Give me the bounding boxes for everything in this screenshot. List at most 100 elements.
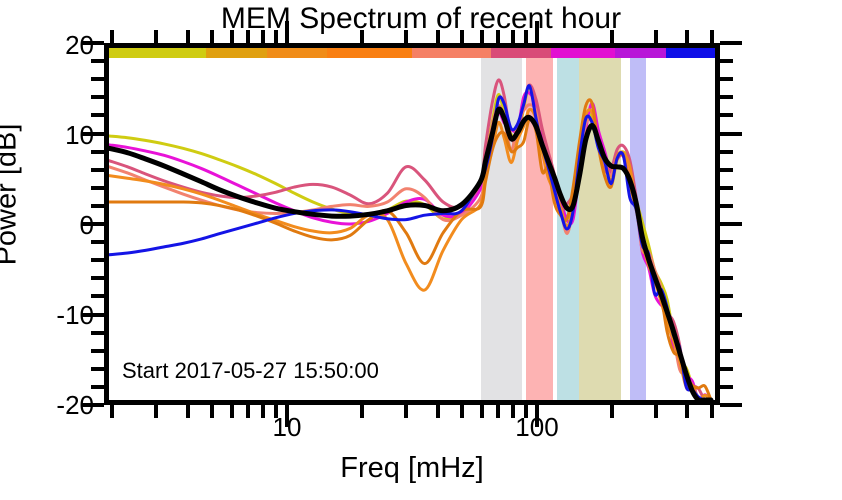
y-tick-right--14 [720, 348, 733, 353]
y-tick-2 [91, 203, 104, 208]
plot-inner [109, 48, 715, 400]
x-tick-top-40 [435, 30, 440, 43]
x-tick-top-6 [229, 30, 234, 43]
x-tick-5 [209, 405, 214, 418]
y-tick-right--12 [720, 330, 733, 335]
x-tick-top-5 [209, 30, 214, 43]
x-tick-top-50 [459, 30, 464, 43]
seg-orange [266, 48, 328, 58]
y-tick-right-12 [720, 113, 733, 118]
y-tick-label-neg10: -10 [56, 300, 94, 330]
y-tick-8 [91, 149, 104, 154]
y-tick--20 [82, 403, 104, 407]
seg-olive [109, 48, 206, 58]
x-tick-top-8 [260, 30, 265, 43]
x-tick-4 [185, 405, 190, 418]
y-tick-right-6 [720, 167, 733, 172]
y-tick-right--8 [720, 294, 733, 299]
x-tick-6 [229, 405, 234, 418]
x-tick-30 [404, 405, 409, 418]
x-tick-60 [479, 405, 484, 418]
band-pink [525, 48, 554, 400]
y-tick--2 [91, 240, 104, 245]
y-tick--4 [91, 258, 104, 263]
seg-magenta [551, 48, 615, 58]
y-tick-label-neg20: -20 [56, 390, 94, 420]
spectrum-curves [109, 78, 714, 400]
y-tick-4 [91, 185, 104, 190]
x-tick-top-500 [709, 30, 714, 43]
y-tick-right--4 [720, 258, 733, 263]
y-tick-14 [91, 95, 104, 100]
x-tick-top-90 [523, 30, 528, 43]
y-tick--18 [91, 384, 104, 389]
x-tick-top-4 [185, 30, 190, 43]
y-tick-16 [91, 77, 104, 82]
y-tick-right-14 [720, 95, 733, 100]
x-tick-top-2 [110, 30, 115, 43]
x-tick-8 [260, 405, 265, 418]
x-tick-400 [685, 405, 690, 418]
x-tick-40 [435, 405, 440, 418]
x-tick-top-9 [273, 30, 278, 43]
x-tick-80 [510, 405, 515, 418]
y-tick-right--10 [720, 312, 742, 317]
y-tick-right--6 [720, 276, 733, 281]
curve-station-olive [109, 85, 713, 400]
y-tick--10 [82, 312, 104, 317]
x-tick-top-30 [404, 30, 409, 43]
y-tick-12 [91, 113, 104, 118]
curve-mean [109, 106, 714, 400]
y-tick-right-10 [720, 131, 742, 136]
seg-yellow-orange [205, 48, 267, 58]
page-title: MEM Spectrum of recent hour [220, 2, 622, 35]
x-tick-2 [110, 405, 115, 418]
x-tick-top-200 [610, 30, 615, 43]
y-tick-right-20 [720, 41, 742, 45]
seg-orange-bright [327, 48, 412, 58]
y-tick-right-8 [720, 149, 733, 154]
x-tick-top-100 [534, 21, 539, 43]
y-tick--16 [91, 366, 104, 371]
x-tick-top-60 [479, 30, 484, 43]
x-tick-50 [459, 405, 464, 418]
y-tick--8 [91, 294, 104, 299]
y-tick-right--16 [720, 366, 733, 371]
x-tick-10 [285, 405, 290, 427]
x-tick-20 [360, 405, 365, 418]
x-tick-300 [654, 405, 659, 418]
y-tick-label-0: 0 [0, 210, 94, 241]
y-tick--12 [91, 330, 104, 335]
seg-purple [614, 48, 667, 58]
x-tick-200 [610, 405, 615, 418]
y-tick--14 [91, 348, 104, 353]
x-tick-500 [709, 405, 714, 418]
x-tick-70 [496, 405, 501, 418]
x-tick-top-300 [654, 30, 659, 43]
y-tick-right--18 [720, 384, 733, 389]
y-tick-6 [91, 167, 104, 172]
y-tick-label-20: 20 [65, 30, 94, 60]
y-tick-right--20 [720, 403, 742, 407]
x-tick-top-400 [685, 30, 690, 43]
seg-blue [666, 48, 715, 58]
x-tick-top-7 [246, 30, 251, 43]
y-tick-18 [91, 59, 104, 64]
curve-station-salmon [109, 103, 713, 400]
x-tick-top-10 [285, 21, 290, 43]
seg-rose [490, 48, 552, 58]
y-tick-right-16 [720, 77, 733, 82]
x-tick-90 [523, 405, 528, 418]
start-time-annotation: Start 2017-05-27 15:50:00 [122, 358, 379, 383]
seg-salmon [411, 48, 491, 58]
y-tick-10 [82, 131, 104, 136]
x-tick-100 [534, 405, 539, 427]
y-tick-right-0 [720, 222, 742, 226]
y-tick-right-18 [720, 59, 733, 64]
curve-station-magenta [109, 90, 713, 400]
y-tick-20 [82, 41, 104, 45]
x-tick-3 [154, 405, 159, 418]
y-tick-right-2 [720, 203, 733, 208]
x-axis-label: Freq [mHz] [340, 452, 484, 484]
